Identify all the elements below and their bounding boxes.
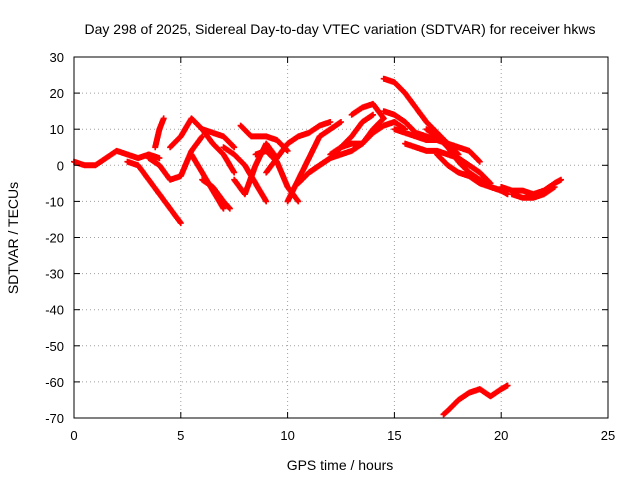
data-marks-arc25 [498, 176, 564, 198]
y-tick-label: -40 [45, 303, 64, 318]
data-series-arc18 [348, 100, 387, 122]
y-tick-label: -30 [45, 267, 64, 282]
x-tick-label: 0 [70, 428, 77, 443]
data-series-arc24 [434, 151, 511, 198]
data-marks-arc27 [440, 382, 511, 418]
grid-lines [74, 57, 608, 418]
y-tick-label: -20 [45, 231, 64, 246]
data-marks-arc19 [380, 75, 451, 147]
x-tick-label: 10 [280, 428, 294, 443]
axis-ticks: 0 5 10 15 20 25 -70 -60 -50 -40 -30 -20 -10 0 10 20 30 [45, 50, 615, 443]
data-marks-arc2 [124, 158, 184, 227]
y-tick-label: 30 [50, 50, 64, 65]
x-tick-label: 15 [387, 428, 401, 443]
data-series-arc25 [498, 176, 564, 198]
data-marks-arc8 [199, 176, 233, 212]
data-series [71, 75, 564, 418]
data-marks-arc3 [152, 115, 167, 151]
data-series-arc5 [167, 115, 238, 176]
data-marks-arc5 [167, 115, 238, 176]
data-series-arc17 [327, 119, 409, 158]
y-axis-label: SDTVAR / TECUs [5, 182, 21, 294]
y-tick-label: -10 [45, 194, 64, 209]
data-series-arc27 [440, 382, 511, 418]
y-tick-label: 10 [50, 122, 64, 137]
x-tick-label: 20 [494, 428, 508, 443]
data-marks-arc17 [327, 119, 409, 158]
data-marks-arc13 [263, 119, 334, 176]
data-series-arc8 [199, 176, 233, 212]
y-tick-label: -50 [45, 339, 64, 354]
data-marks-arc18 [348, 100, 387, 122]
data-marks-arc24 [434, 151, 511, 198]
x-axis-label: GPS time / hours [287, 457, 394, 473]
y-tick-label: -60 [45, 375, 64, 390]
data-series-arc13 [263, 119, 334, 176]
x-tick-label: 5 [177, 428, 184, 443]
data-series-arc3 [152, 115, 167, 151]
y-tick-label: 20 [50, 86, 64, 101]
data-series-arc2 [124, 158, 184, 227]
chart-title: Day 298 of 2025, Sidereal Day-to-day VTE… [85, 21, 596, 37]
data-marks-arc26 [508, 184, 558, 201]
data-series-arc26 [508, 184, 558, 201]
y-tick-label: 0 [57, 158, 64, 173]
data-series-arc7 [199, 126, 238, 151]
data-marks-arc7 [199, 126, 238, 151]
x-tick-label: 25 [601, 428, 615, 443]
data-series-arc19 [380, 75, 451, 147]
y-tick-label: -70 [45, 411, 64, 426]
